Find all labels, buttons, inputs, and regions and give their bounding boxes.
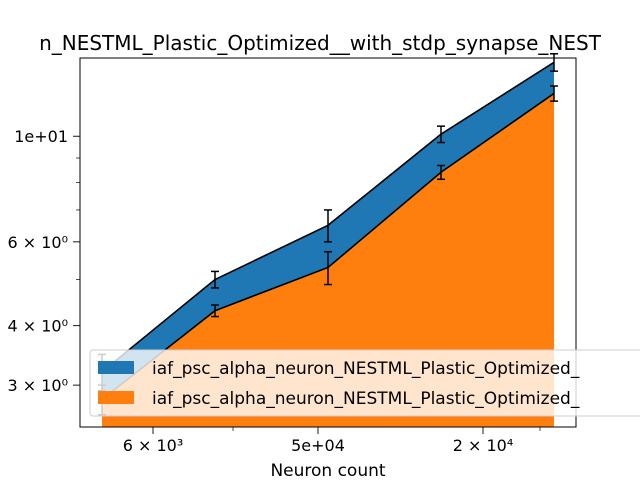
plot-area bbox=[79, 53, 577, 428]
error-bar bbox=[437, 164, 445, 181]
error-bar bbox=[550, 85, 558, 102]
x-axis-label: Neuron count bbox=[270, 461, 385, 480]
x-axis: 6 × 10³ 5e+04 2 × 10⁴ Neuron count bbox=[123, 427, 541, 480]
y-tick-label: 3 × 10⁰ bbox=[7, 376, 68, 395]
legend-box bbox=[89, 349, 640, 417]
x-tick-label: 6 × 10³ bbox=[123, 436, 184, 455]
y-tick-label: 4 × 10⁰ bbox=[7, 317, 68, 336]
axes-frame bbox=[79, 57, 577, 428]
error-bar bbox=[437, 125, 445, 144]
legend-swatch bbox=[98, 391, 134, 404]
chart-title: n_NESTML_Plastic_Optimized__with_stdp_sy… bbox=[39, 31, 602, 55]
legend: iaf_psc_alpha_neuron_NESTML_Plastic_Opti… bbox=[89, 349, 640, 417]
legend-label: iaf_psc_alpha_neuron_NESTML_Plastic_Opti… bbox=[152, 359, 580, 379]
error-bar bbox=[324, 250, 332, 286]
error-bar bbox=[211, 304, 219, 318]
error-bar bbox=[211, 270, 219, 289]
legend-label: iaf_psc_alpha_neuron_NESTML_Plastic_Opti… bbox=[152, 389, 580, 409]
y-tick-label: 6 × 10⁰ bbox=[7, 233, 68, 252]
error-bar bbox=[324, 209, 332, 243]
legend-swatch bbox=[98, 361, 134, 374]
x-tick-label: 5e+04 bbox=[291, 436, 345, 455]
y-axis: 3 × 10⁰ 4 × 10⁰ 6 × 10⁰ 1e+01 bbox=[7, 127, 80, 395]
x-tick-label: 2 × 10⁴ bbox=[453, 436, 514, 455]
y-tick-label: 1e+01 bbox=[14, 127, 68, 146]
error-bar bbox=[550, 53, 558, 72]
